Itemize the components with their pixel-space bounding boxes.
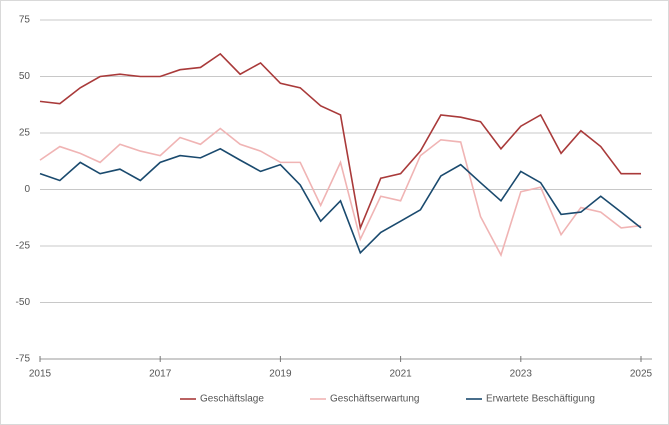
y-tick-label: -50 bbox=[16, 297, 31, 308]
legend-label: Erwartete Beschäftigung bbox=[486, 394, 595, 405]
y-tick-label: 25 bbox=[19, 128, 31, 139]
series-line bbox=[39, 52, 641, 231]
y-tick-label: 0 bbox=[24, 184, 30, 195]
series-line bbox=[39, 127, 642, 258]
x-tick-label: 2025 bbox=[630, 369, 653, 380]
x-tick-label: 2019 bbox=[269, 369, 292, 380]
legend-label: Geschäftslage bbox=[200, 394, 264, 405]
y-tick-label: 50 bbox=[19, 71, 31, 82]
x-tick-label: 2021 bbox=[389, 369, 412, 380]
x-tick-label: 2015 bbox=[29, 369, 52, 380]
legend-label: Geschäftserwartung bbox=[330, 394, 420, 405]
x-tick-label: 2017 bbox=[149, 369, 172, 380]
y-tick-label: 75 bbox=[19, 15, 31, 26]
y-tick-label: -25 bbox=[16, 241, 31, 252]
y-tick-label: -75 bbox=[16, 354, 31, 365]
x-tick-label: 2023 bbox=[510, 369, 533, 380]
series-line bbox=[39, 147, 642, 255]
